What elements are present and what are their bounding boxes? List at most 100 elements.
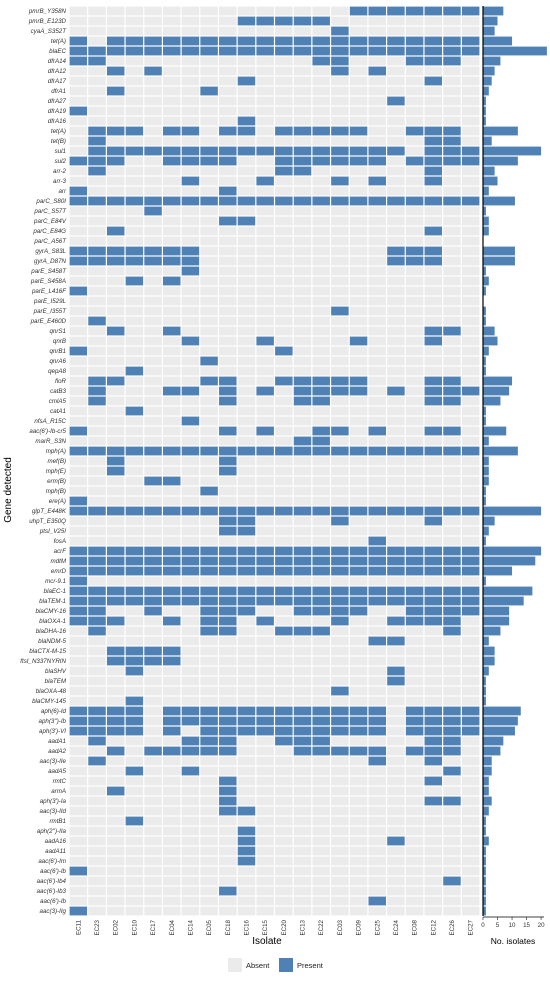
heatmap-cell (387, 556, 405, 566)
heatmap-cell (293, 406, 312, 416)
heatmap-cell (256, 296, 274, 306)
heatmap-cell (181, 746, 200, 756)
heatmap-cell (368, 846, 386, 856)
heatmap-cell (349, 86, 368, 96)
heatmap-cell (387, 286, 405, 296)
heatmap-cell (219, 116, 237, 126)
heatmap-cell (125, 196, 144, 206)
heatmap-cell (387, 166, 405, 176)
heatmap-cell (368, 306, 386, 316)
heatmap-cell (181, 846, 200, 856)
heatmap-cell (461, 686, 480, 696)
heatmap-cell (387, 736, 405, 746)
heatmap-cell (125, 306, 144, 316)
heatmap-cell (200, 286, 218, 296)
heatmap-cell (144, 806, 162, 816)
heatmap-cell (331, 266, 349, 276)
heatmap-cell (424, 476, 443, 486)
heatmap-cell (144, 126, 162, 136)
heatmap-cell (163, 116, 181, 126)
heatmap-cell (237, 436, 256, 446)
heatmap-cell (181, 546, 200, 556)
heatmap-cell (163, 766, 181, 776)
heatmap-cell (144, 386, 162, 396)
heatmap-cell (461, 506, 480, 516)
heatmap-cell (349, 496, 368, 506)
heatmap-cell (237, 426, 256, 436)
gene-label: qnrB (53, 338, 66, 345)
heatmap-cell (275, 796, 293, 806)
heatmap-cell (256, 336, 274, 346)
heatmap-cell (88, 116, 106, 126)
count-bar (483, 556, 536, 566)
heatmap-cell (88, 576, 106, 586)
heatmap-cell (144, 466, 162, 476)
count-bar (483, 136, 492, 146)
heatmap-cell (405, 646, 424, 656)
heatmap-cell (443, 346, 461, 356)
heatmap-cell (237, 376, 256, 386)
heatmap-cell (106, 606, 125, 616)
heatmap-cell (181, 706, 200, 716)
heatmap-cell (405, 806, 424, 816)
heatmap-cell (387, 486, 405, 496)
heatmap-cell (106, 736, 125, 746)
heatmap-cell (405, 536, 424, 546)
heatmap-cell (461, 736, 480, 746)
heatmap-cell (312, 566, 330, 576)
heatmap-cell (163, 546, 181, 556)
heatmap-cell (387, 746, 405, 756)
heatmap-cell (237, 656, 256, 666)
heatmap-cell (219, 706, 237, 716)
heatmap-cell (88, 276, 106, 286)
heatmap-cell (69, 186, 88, 196)
heatmap-cell (200, 396, 218, 406)
heatmap-cell (405, 436, 424, 446)
heatmap-cell (88, 326, 106, 336)
heatmap-cell (181, 836, 200, 846)
heatmap-cell (443, 6, 461, 16)
heatmap-cell (163, 776, 181, 786)
heatmap-cell (331, 106, 349, 116)
heatmap-cell (256, 846, 274, 856)
heatmap-cell (88, 516, 106, 526)
count-bar (483, 96, 486, 106)
heatmap-cell (69, 86, 88, 96)
heatmap-cell (200, 766, 218, 776)
heatmap-cell (125, 146, 144, 156)
heatmap-cell (237, 526, 256, 536)
heatmap-cell (293, 626, 312, 636)
heatmap-cell (331, 656, 349, 666)
heatmap-cell (144, 606, 162, 616)
heatmap-cell (312, 156, 330, 166)
heatmap-cell (312, 146, 330, 156)
heatmap-cell (200, 866, 218, 876)
heatmap-cell (200, 516, 218, 526)
heatmap-cell (256, 206, 274, 216)
heatmap-cell (219, 346, 237, 356)
heatmap-cell (293, 786, 312, 796)
heatmap-cell (293, 346, 312, 356)
heatmap-cell (163, 666, 181, 676)
heatmap-cell (237, 66, 256, 76)
count-bar (483, 756, 492, 766)
heatmap-cell (443, 296, 461, 306)
heatmap-cell (424, 456, 443, 466)
gene-label: aph(3')-VI (39, 728, 66, 735)
heatmap-cell (219, 656, 237, 666)
heatmap-cell (387, 586, 405, 596)
heatmap-cell (368, 886, 386, 896)
heatmap-cell (461, 716, 480, 726)
heatmap-cell (256, 806, 274, 816)
heatmap-cell (387, 16, 405, 26)
heatmap-cell (256, 226, 274, 236)
heatmap-cell (125, 426, 144, 436)
heatmap-cell (424, 286, 443, 296)
heatmap-cell (387, 456, 405, 466)
legend-swatch-present (279, 958, 293, 972)
heatmap-cell (69, 576, 88, 586)
heatmap-cell (219, 846, 237, 856)
heatmap-cell (163, 486, 181, 496)
heatmap-cell (368, 26, 386, 36)
heatmap-cell (443, 486, 461, 496)
